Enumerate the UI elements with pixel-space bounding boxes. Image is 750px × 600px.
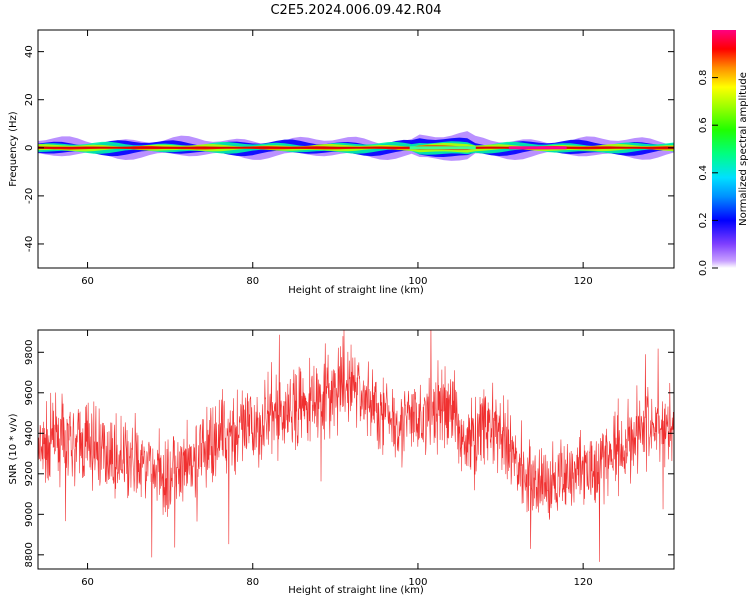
- snr-y-tick-label: 8800: [24, 542, 35, 567]
- snr-y-tick-label: 9600: [24, 380, 35, 405]
- spectrogram-feature-green: [409, 146, 476, 150]
- colorbar-gradient: [712, 30, 736, 268]
- snr-x-tick-label: 80: [246, 577, 259, 588]
- colorbar-tick-label: 0.4: [698, 165, 709, 181]
- spectrogram-x-tick-label: 100: [408, 276, 427, 287]
- colorbar-tick-label: 0.8: [698, 70, 709, 86]
- snr-x-axis-label: Height of straight line (km): [288, 585, 424, 596]
- snr-y-axis-label: SNR (10 * v/v): [8, 413, 19, 484]
- spectrogram-x-tick-label: 80: [246, 276, 259, 287]
- spectrogram-x-tick-label: 120: [574, 276, 593, 287]
- spectrogram-y-tick-label: 20: [24, 93, 35, 106]
- snr-series-line: [38, 330, 674, 562]
- snr-y-tick-label: 9800: [24, 340, 35, 365]
- colorbar-label: Normalized spectral amplitude: [738, 72, 749, 226]
- spectrogram-y-tick-label: -20: [24, 188, 35, 204]
- colorbar-tick-label: 0.2: [698, 212, 709, 228]
- spectrogram-y-ticks: -40 -20 0 20 40: [24, 45, 674, 252]
- spectrogram-x-axis-label: Height of straight line (km): [288, 285, 424, 296]
- snr-x-tick-label: 120: [574, 577, 593, 588]
- spectrogram-feature-magenta: [508, 146, 567, 150]
- colorbar-ticks: 0.0 0.2 0.4 0.6 0.8: [698, 70, 718, 276]
- colorbar-tick-label: 0.0: [698, 260, 709, 276]
- snr-x-tick-label: 60: [81, 577, 94, 588]
- spectrogram-y-tick-label: 40: [24, 45, 35, 58]
- spectrogram-y-tick-label: -40: [24, 236, 35, 252]
- snr-x-tick-label: 100: [408, 577, 427, 588]
- colorbar: 0.0 0.2 0.4 0.6 0.8 Normalized spectral ampl…: [698, 30, 749, 276]
- snr-x-ticks: 60 80 100 120: [81, 330, 593, 588]
- snr-panel: 60 80 100 120 8800 9000 9200 9400 9600 9800 Heig…: [8, 329, 675, 596]
- snr-plot-area: [38, 330, 674, 569]
- snr-y-tick-label: 9200: [24, 461, 35, 486]
- snr-y-tick-label: 9400: [24, 421, 35, 446]
- figure-title: C2E5.2024.006.09.42.R04: [270, 3, 441, 18]
- spectrogram-y-tick-label: 0: [24, 145, 35, 151]
- spectrogram-bands: [38, 131, 674, 161]
- spectrogram-panel: 60 80 100 120 -40 -20 0 20 40 Height of straigh…: [8, 29, 675, 296]
- snr-y-ticks: 8800 9000 9200 9400 9600 9800: [24, 340, 674, 568]
- spectrogram-y-axis-label: Frequency (Hz): [8, 111, 19, 187]
- spectrogram-frame: [37, 29, 675, 269]
- spectrogram-x-ticks: 60 80 100 120: [81, 30, 593, 287]
- spectrogram-x-tick-label: 60: [81, 276, 94, 287]
- snr-frame: [37, 329, 675, 570]
- colorbar-tick-label: 0.6: [698, 117, 709, 133]
- snr-y-tick-label: 9000: [24, 502, 35, 527]
